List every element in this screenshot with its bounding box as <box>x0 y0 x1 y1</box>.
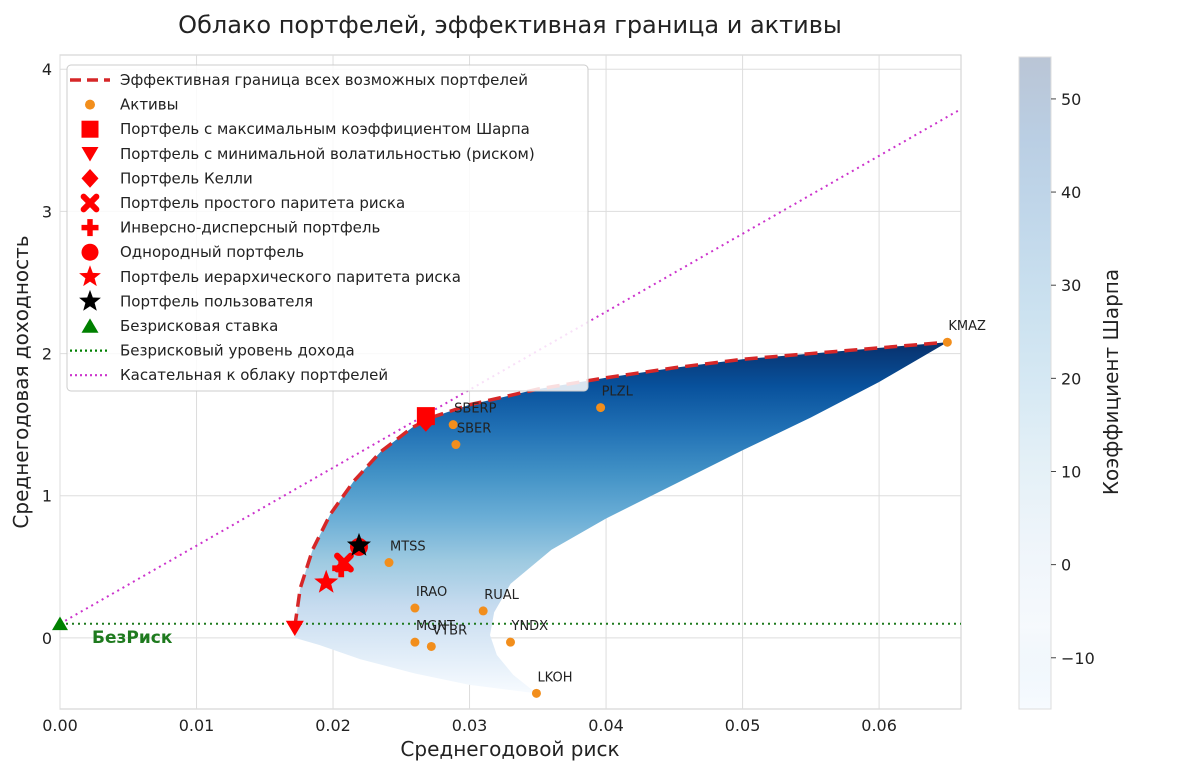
asset-point <box>478 606 488 616</box>
y-axis-label: Среднегодовая доходность <box>9 235 33 528</box>
asset-point <box>410 637 420 647</box>
legend-label: Однородный портфель <box>120 243 304 261</box>
portfolio-marker <box>314 569 339 593</box>
legend-marker <box>85 99 95 110</box>
tangent-line <box>60 108 961 625</box>
asset-label: SBERP <box>454 402 496 417</box>
legend-label: Эффективная граница всех возможных портф… <box>120 71 528 89</box>
legend-box <box>66 64 589 392</box>
legend-label: Портфель иерархического паритета риска <box>120 268 461 286</box>
x-axis-ticks: 0.00 0.01 0.02 0.03 0.04 0.05 0.06 <box>42 716 897 735</box>
asset-point <box>596 403 606 413</box>
legend-marker <box>79 289 101 311</box>
portfolio-marker <box>52 616 68 631</box>
y-tick-label: 4 <box>42 60 52 79</box>
legend-label: Инверсно-дисперсный портфель <box>120 219 380 237</box>
asset-label: IRAO <box>416 585 447 600</box>
reference-lines <box>60 108 961 627</box>
legend-label: Активы <box>120 96 179 114</box>
asset-point <box>942 337 952 347</box>
x-tick-label: 0.06 <box>861 716 897 735</box>
legend: Эффективная граница всех возможных портф… <box>66 64 589 392</box>
chart-title: Облако портфелей, эффективная граница и … <box>178 11 842 39</box>
legend-label: Портфель пользователя <box>120 292 313 310</box>
legend-label: Портфель Келли <box>120 169 253 187</box>
asset-point <box>531 688 541 698</box>
y-tick-label: 1 <box>42 487 52 506</box>
x-tick-label: 0.04 <box>588 716 624 735</box>
asset-label: VTBR <box>432 623 467 638</box>
y-tick-label: 3 <box>42 202 52 221</box>
asset-point <box>451 440 461 450</box>
risk-free-label: БезРиск <box>92 628 173 648</box>
x-tick-label: 0.00 <box>42 716 78 735</box>
x-tick-label: 0.01 <box>179 716 215 735</box>
legend-marker <box>81 219 99 237</box>
asset-label: MTSS <box>390 540 426 555</box>
x-tick-label: 0.03 <box>452 716 488 735</box>
colorbar-tick-label: 30 <box>1061 276 1081 295</box>
portfolio-marker <box>285 620 304 637</box>
y-tick-label: 2 <box>42 345 52 364</box>
legend-label: Портфель с минимальной волатильностью (р… <box>120 145 535 163</box>
y-axis-ticks: 0 1 2 3 4 <box>42 60 52 648</box>
colorbar-tick-label: −10 <box>1061 649 1095 668</box>
colorbar-tick-label: 10 <box>1061 462 1081 481</box>
y-tick-label: 0 <box>42 629 52 648</box>
colorbar-tick-label: 0 <box>1061 556 1071 575</box>
portfolio-cloud <box>294 342 948 694</box>
special-portfolios <box>52 407 435 637</box>
efficient-frontier-line <box>293 340 948 627</box>
asset-point <box>410 603 420 613</box>
portfolio-marker <box>346 532 371 556</box>
x-axis-label: Среднегодовой риск <box>400 737 619 761</box>
legend-marker <box>81 169 99 188</box>
legend-label: Безрисковый уровень дохода <box>120 342 355 360</box>
portfolio-marker <box>416 411 435 432</box>
x-tick-label: 0.05 <box>725 716 761 735</box>
colorbar-tick-label: 50 <box>1061 90 1081 109</box>
legend-label: Касательная к облаку портфелей <box>120 366 388 384</box>
legend-marker <box>81 147 99 162</box>
legend-marker <box>80 193 100 213</box>
asset-label: MGNT <box>416 619 455 634</box>
colorbar-gradient <box>1018 56 1052 710</box>
asset-label: YNDX <box>511 619 549 634</box>
portfolio-marker <box>332 559 351 578</box>
asset-point <box>448 420 458 430</box>
x-tick-label: 0.02 <box>315 716 351 735</box>
asset-label: LKOH <box>537 670 572 685</box>
asset-label: KMAZ <box>948 319 986 334</box>
colorbar-label: Коэффициент Шарпа <box>1099 269 1123 495</box>
colorbar-tick-label: 40 <box>1061 183 1081 202</box>
legend-marker <box>81 243 99 261</box>
portfolio-cloud-area <box>294 342 948 694</box>
asset-point <box>426 641 436 651</box>
colorbar-tick-label: 20 <box>1061 369 1081 388</box>
legend-label: Портфель простого паритета риска <box>120 194 405 212</box>
colorbar: −10 0 10 20 30 40 50 <box>1018 56 1095 710</box>
asset-label: RUAL <box>484 588 519 603</box>
legend-label: Безрисковая ставка <box>120 317 278 335</box>
legend-marker <box>81 318 99 333</box>
asset-label: SBER <box>457 422 491 437</box>
legend-label: Портфель с максимальным коэффициентом Ша… <box>120 120 530 138</box>
asset-label: PLZL <box>602 385 634 400</box>
legend-marker <box>79 265 101 287</box>
asset-point <box>506 637 515 647</box>
legend-marker <box>81 120 99 138</box>
asset-point <box>384 558 394 568</box>
